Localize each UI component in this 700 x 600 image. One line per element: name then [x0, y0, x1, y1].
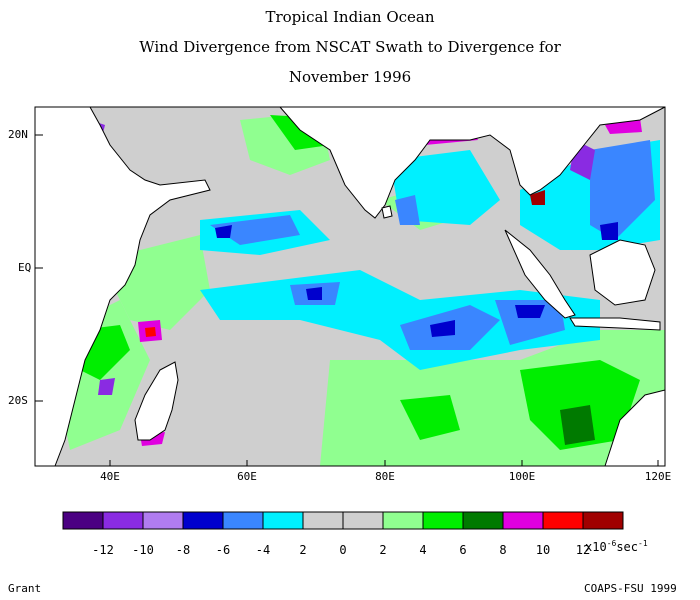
colorbar-tick-label: 6: [459, 543, 467, 557]
lon-label-120e: 120E: [644, 470, 672, 483]
colorbar-swatch: [302, 511, 344, 530]
colorbar-tick-label: -10: [132, 543, 154, 557]
map-subtitle: Wind Divergence from NSCAT Swath to Dive…: [139, 38, 561, 56]
colorbar-tick-label: -12: [92, 543, 114, 557]
lat-label-eq: EQ: [18, 261, 32, 274]
lon-label-40e: 40E: [100, 470, 120, 483]
colorbar-swatch: [342, 511, 384, 530]
colorbar-tick-label: 8: [499, 543, 507, 557]
colorbar-swatch: [502, 511, 544, 530]
colorbar-swatch: [142, 511, 184, 530]
colorbar-tick-label: 12: [575, 543, 591, 557]
author-label: Grant: [8, 582, 42, 595]
colorbar-swatch: [462, 511, 504, 530]
credit-label: COAPS-FSU 1999: [584, 582, 677, 595]
colorbar-swatch: [582, 511, 624, 530]
colorbar-tick-label: 2: [299, 543, 307, 557]
lon-label-60e: 60E: [237, 470, 257, 483]
colorbar-swatch: [382, 511, 424, 530]
colorbar: [62, 511, 624, 530]
map-title: Tropical Indian Ocean: [265, 8, 435, 26]
colorbar-unit: x10-6sec-1: [585, 539, 648, 554]
colorbar-swatch: [262, 511, 304, 530]
colorbar-tick-label: 0: [339, 543, 347, 557]
colorbar-swatch: [62, 511, 104, 530]
colorbar-tick-label: 10: [535, 543, 551, 557]
land-masses: [34, 106, 666, 467]
colorbar-tick-label: 2: [379, 543, 387, 557]
map-frame: [34, 106, 666, 467]
lat-label-20s: 20S: [8, 394, 28, 407]
lon-label-100e: 100E: [508, 470, 536, 483]
colorbar-tick-label: -8: [175, 543, 191, 557]
lon-label-80e: 80E: [375, 470, 395, 483]
colorbar-swatch: [542, 511, 584, 530]
colorbar-tick-label: -6: [215, 543, 231, 557]
colorbar-tick-label: 4: [419, 543, 427, 557]
colorbar-swatch: [222, 511, 264, 530]
colorbar-tick-label: -4: [255, 543, 271, 557]
colorbar-swatch: [182, 511, 224, 530]
colorbar-swatch: [422, 511, 464, 530]
axis-ticks: [35, 134, 659, 466]
map-date: November 1996: [288, 68, 412, 86]
lat-label-20n: 20N: [8, 128, 28, 141]
colorbar-swatch: [102, 511, 144, 530]
